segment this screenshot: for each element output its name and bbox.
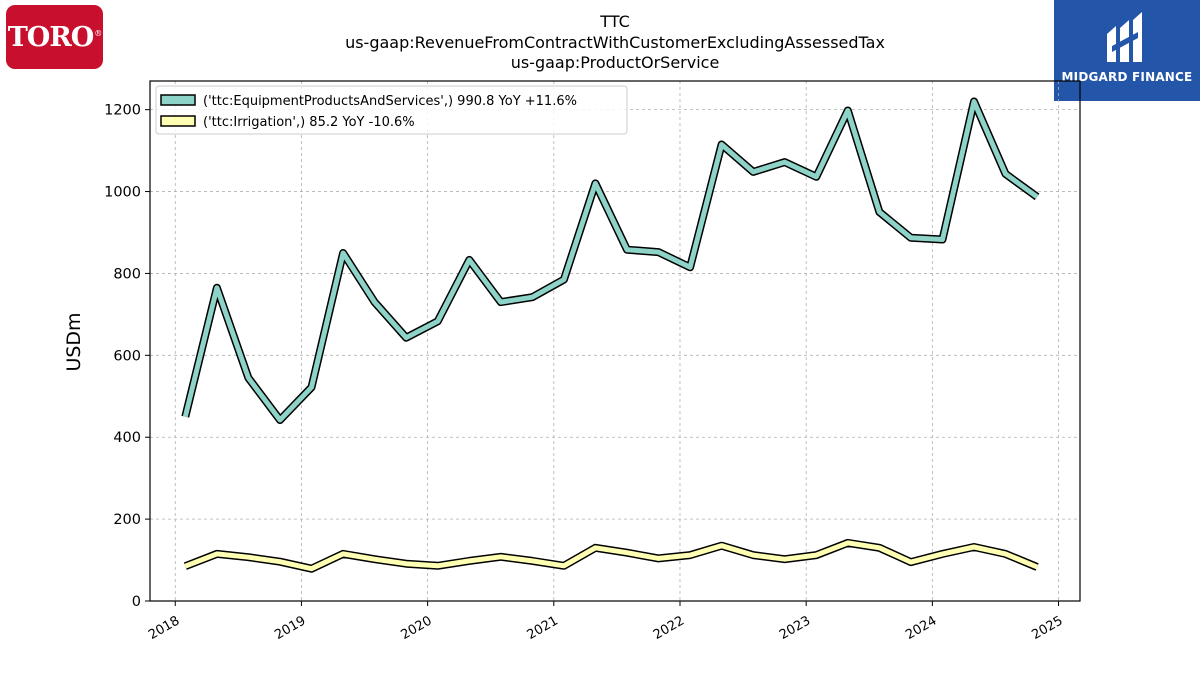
y-tick-label: 1000 xyxy=(104,185,141,201)
series-line-1 xyxy=(184,540,1039,572)
legend-label-irrigation: ('ttc:Irrigation',) 85.2 YoY -10.6% xyxy=(203,115,415,130)
series-outline-1 xyxy=(183,538,1039,573)
chart-title-line-1: TTC xyxy=(599,12,630,31)
grid xyxy=(150,81,1080,602)
y-tick-label: 0 xyxy=(132,594,141,610)
x-tick-label: 2025 xyxy=(1029,613,1065,643)
y-axis-label: USDm xyxy=(63,312,85,371)
toro-logo: TORO® xyxy=(6,5,103,69)
chart-title: TTC us-gaap:RevenueFromContractWithCusto… xyxy=(345,12,885,72)
chart-title-line-2: us-gaap:RevenueFromContractWithCustomerE… xyxy=(345,33,885,52)
legend-swatch-irrigation xyxy=(160,115,196,127)
x-tick-label: 2019 xyxy=(272,613,308,643)
toro-logo-text: TORO xyxy=(7,21,95,53)
x-tick-label: 2018 xyxy=(146,613,182,643)
x-tick-label: 2023 xyxy=(777,613,813,643)
y-tick-label: 800 xyxy=(113,266,141,282)
registered-mark: ® xyxy=(94,28,102,38)
y-tick-label: 1200 xyxy=(104,103,141,119)
x-tick-label: 2022 xyxy=(651,613,687,643)
chart-title-line-3: us-gaap:ProductOrService xyxy=(511,53,720,72)
y-tick-label: 200 xyxy=(113,512,141,528)
y-tick-label: 400 xyxy=(113,430,141,446)
x-tick-label: 2020 xyxy=(398,613,434,643)
y-tick-label: 600 xyxy=(113,348,141,364)
legend-box xyxy=(155,85,628,135)
legend-label-equipment: ('ttc:EquipmentProductsAndServices',) 99… xyxy=(203,94,577,109)
series-lines xyxy=(181,97,1040,573)
x-tick-label: 2024 xyxy=(903,613,939,643)
midgard-finance-logo: MIDGARD FINANCE xyxy=(1054,0,1200,101)
legend-swatch-equipment xyxy=(160,94,196,106)
midgard-finance-text: MIDGARD FINANCE xyxy=(1061,70,1193,84)
plot-frame xyxy=(149,80,1081,602)
series-line-0 xyxy=(182,99,1039,423)
legend: ('ttc:EquipmentProductsAndServices',) 99… xyxy=(155,85,628,135)
x-tick-label: 2021 xyxy=(525,613,561,643)
midgard-emblem-icon xyxy=(1107,12,1142,62)
